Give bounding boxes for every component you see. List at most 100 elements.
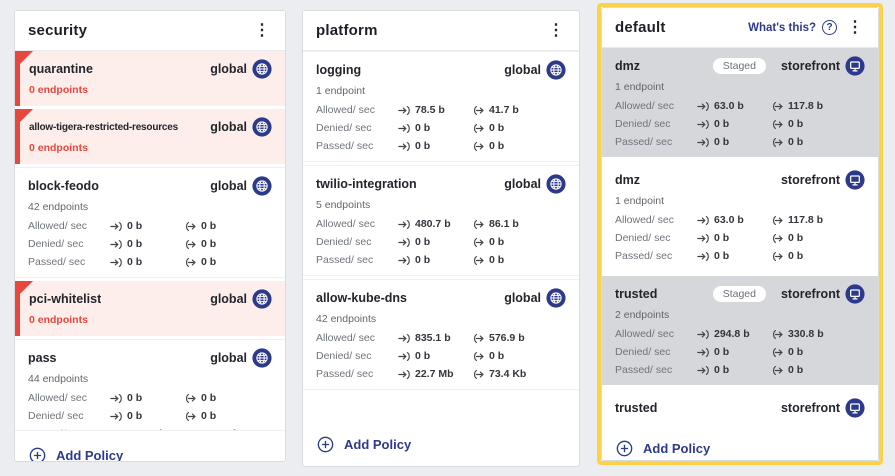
stat-row-passed: Passed/ sec 22.7 Mb 22.7 Mb — [28, 425, 272, 430]
egress-arrow-icon — [184, 393, 197, 404]
add-icon — [29, 447, 46, 461]
ingress-arrow-icon — [697, 119, 710, 130]
stat-label: Denied/ sec — [28, 238, 84, 250]
card-title-row: pci-whitelist global — [29, 289, 272, 309]
policy-card-twilio-integration[interactable]: twilio-integration global 5 endpoints Al… — [303, 165, 579, 276]
policy-card-quarantine[interactable]: quarantine global 0 endpoints — [15, 51, 285, 106]
egress-arrow-icon — [472, 369, 485, 380]
egress-arrow-icon — [184, 257, 197, 268]
ingress-stat: 78.5 b — [398, 104, 472, 116]
endpoints-count: 1 endpoint — [615, 81, 665, 93]
stat-row-passed: Passed/ sec 0 b 0 b — [615, 133, 865, 151]
stat-row-allowed: Allowed/ sec 294.8 b 330.8 b — [615, 325, 865, 343]
policy-name: allow-tigera-restricted-resources — [29, 121, 179, 133]
scope-label: storefront — [780, 287, 840, 301]
egress-value: 117.8 b — [788, 214, 824, 226]
policy-card-dmz[interactable]: dmz storefront 1 endpoint Allowed/ sec 63… — [602, 162, 878, 271]
ingress-value: 22.7 Mb — [415, 368, 454, 380]
ingress-arrow-icon — [398, 141, 411, 152]
stat-label: Denied/ sec — [615, 346, 671, 358]
policy-card-trusted[interactable]: trusted storefront — [602, 390, 878, 424]
endpoints-count: 5 endpoints — [316, 199, 371, 211]
egress-arrow-icon — [184, 221, 197, 232]
egress-value: 330.8 b — [788, 328, 824, 340]
egress-stat: 330.8 b — [771, 328, 824, 340]
policy-card-allow-tigera-restricted-resources[interactable]: allow-tigera-restricted-resources global… — [15, 109, 285, 164]
add-icon — [317, 436, 334, 453]
ingress-value: 0 b — [127, 238, 143, 250]
ingress-stat: 0 b — [697, 364, 771, 376]
ingress-arrow-icon — [697, 215, 710, 226]
endpoints-count: 1 endpoint — [615, 195, 665, 207]
ingress-arrow-icon — [398, 123, 411, 134]
ingress-value: 78.5 b — [415, 104, 445, 116]
ingress-arrow-icon — [398, 333, 411, 344]
policy-board-default: default What's this? ? ⋮ dmz Staged stor… — [601, 7, 879, 461]
endpoints-count: 0 endpoints — [29, 84, 88, 96]
policy-card-block-feodo[interactable]: block-feodo global 42 endpoints Allowed/… — [15, 167, 285, 278]
stat-label: Passed/ sec — [28, 256, 86, 268]
policy-card-pci-whitelist[interactable]: pci-whitelist global 0 endpoints — [15, 281, 285, 336]
policy-card-dmz-staged[interactable]: dmz Staged storefront 1 endpoint Allowed… — [602, 48, 878, 157]
egress-stat: 0 b — [184, 238, 216, 250]
egress-arrow-icon — [472, 105, 485, 116]
egress-arrow-icon — [771, 365, 784, 376]
card-title-row: dmz storefront — [615, 170, 865, 190]
ingress-value: 0 b — [714, 118, 730, 130]
stat-row-passed: Passed/ sec 0 b 0 b — [316, 137, 566, 155]
ingress-value: 0 b — [415, 350, 431, 362]
ingress-stat: 0 b — [697, 346, 771, 358]
ingress-arrow-icon — [398, 105, 411, 116]
ingress-arrow-icon — [697, 101, 710, 112]
stat-row-allowed: Allowed/ sec 480.7 b 86.1 b — [316, 215, 566, 233]
policy-card-trusted-staged[interactable]: trusted Staged storefront 2 endpoints Al… — [602, 276, 878, 385]
stat-label: Passed/ sec — [316, 368, 374, 380]
whats-this-link[interactable]: What's this? ? — [748, 20, 837, 35]
board-body: quarantine global 0 endpoints allow-tige… — [15, 51, 285, 461]
ingress-value: 63.0 b — [714, 100, 744, 112]
policy-name: trusted — [615, 287, 658, 301]
ingress-stat: 63.0 b — [697, 214, 771, 226]
ingress-arrow-icon — [110, 411, 123, 422]
egress-value: 0 b — [788, 136, 804, 148]
scope-label: global — [210, 179, 247, 193]
egress-stat: 0 b — [472, 254, 504, 266]
ingress-value: 0 b — [127, 392, 143, 404]
scope-label: storefront — [780, 173, 840, 187]
stat-label: Allowed/ sec — [316, 218, 375, 230]
card-title-row: pass global — [28, 348, 272, 368]
kebab-menu-icon[interactable]: ⋮ — [548, 21, 564, 39]
egress-stat: 73.4 Kb — [472, 368, 526, 380]
ingress-arrow-icon — [398, 351, 411, 362]
egress-arrow-icon — [771, 329, 784, 340]
policy-card-logging[interactable]: logging global 1 endpoint Allowed/ sec 78… — [303, 51, 579, 162]
ingress-value: 0 b — [714, 232, 730, 244]
ingress-value: 0 b — [127, 410, 143, 422]
kebab-menu-icon[interactable]: ⋮ — [254, 21, 270, 39]
add-policy-label: Add Policy — [643, 441, 711, 456]
staged-badge: Staged — [712, 58, 766, 74]
card-title-row: logging global — [316, 60, 566, 80]
ingress-value: 0 b — [415, 140, 431, 152]
policy-card-pass[interactable]: pass global 44 endpoints Allowed/ sec 0 b… — [15, 339, 285, 431]
stat-row-denied: Denied/ sec 0 b 0 b — [316, 347, 566, 365]
policy-name: block-feodo — [28, 179, 99, 193]
ingress-stat: 0 b — [110, 256, 184, 268]
egress-value: 0 b — [489, 350, 505, 362]
ingress-stat: 0 b — [697, 250, 771, 262]
stat-label: Passed/ sec — [316, 254, 374, 266]
card-title-row: allow-kube-dns global — [316, 288, 566, 308]
egress-stat: 0 b — [184, 220, 216, 232]
ingress-value: 0 b — [415, 122, 431, 134]
add-policy-button[interactable]: Add Policy — [602, 429, 878, 460]
add-policy-button[interactable]: Add Policy — [303, 425, 579, 466]
add-policy-button[interactable]: Add Policy — [15, 436, 285, 461]
stat-label: Passed/ sec — [28, 428, 110, 430]
scope-label: global — [504, 177, 541, 191]
scope-label: global — [210, 351, 247, 365]
stat-label: Allowed/ sec — [28, 392, 87, 404]
board-title: security — [28, 22, 88, 39]
stat-row-denied: Denied/ sec 0 b 0 b — [316, 233, 566, 251]
kebab-menu-icon[interactable]: ⋮ — [847, 18, 863, 36]
policy-card-allow-kube-dns[interactable]: allow-kube-dns global 42 endpoints Allow… — [303, 279, 579, 390]
